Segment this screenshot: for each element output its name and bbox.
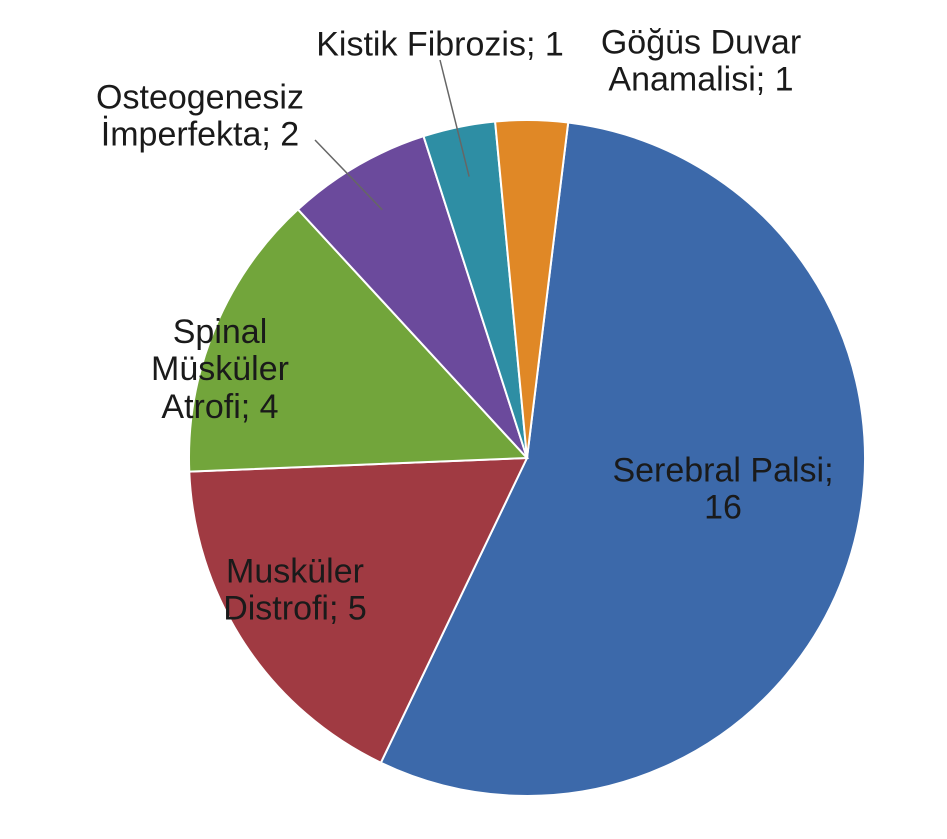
- pie-chart-container: Serebral Palsi; 16Musküler Distrofi; 5Sp…: [0, 0, 947, 839]
- pie-chart-svg: [0, 0, 947, 839]
